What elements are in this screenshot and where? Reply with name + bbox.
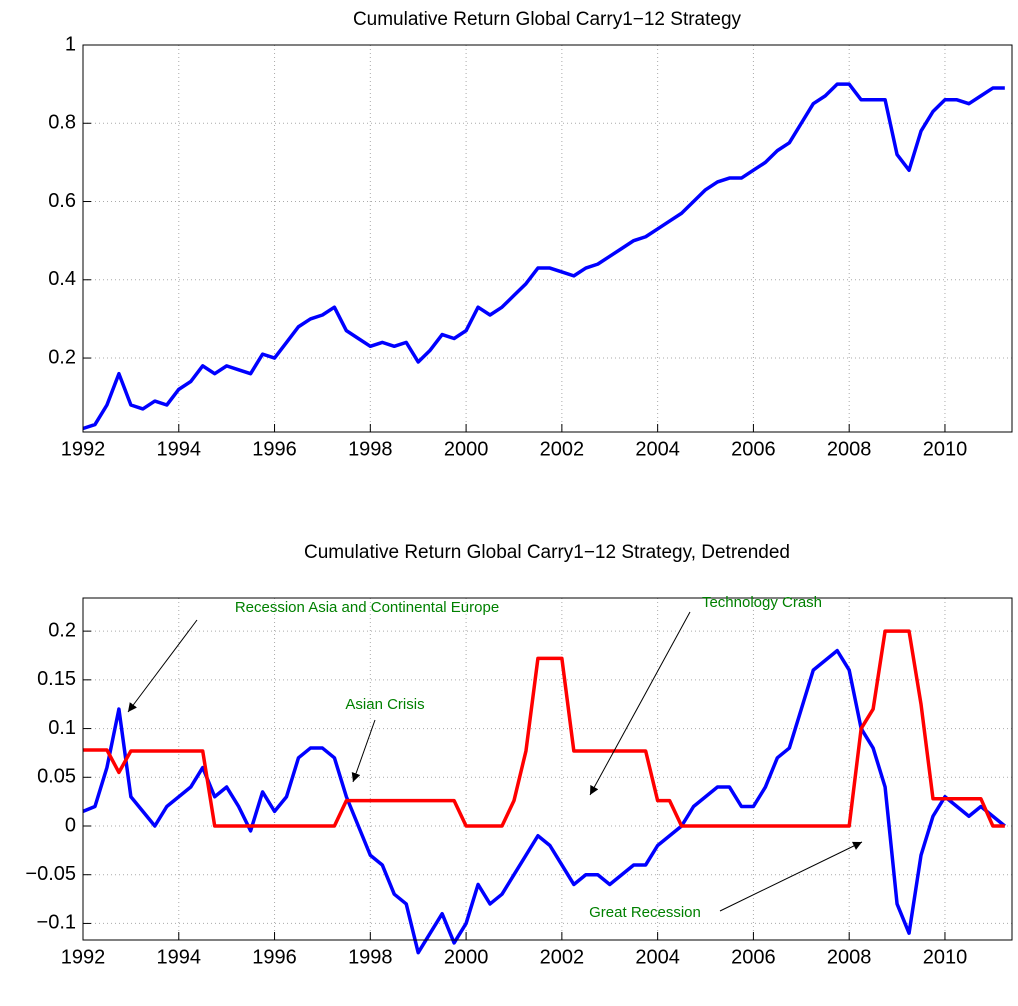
x-tick-label: 1996 bbox=[252, 946, 297, 968]
x-tick-label: 2010 bbox=[923, 438, 968, 460]
series-line bbox=[82, 648, 1006, 955]
axes-frame bbox=[82, 44, 1013, 433]
x-tick-label: 2000 bbox=[444, 438, 489, 460]
annotation: Great Recession bbox=[589, 904, 701, 921]
series-line bbox=[82, 82, 1005, 431]
chart-title: Cumulative Return Global Carry1−12 Strat… bbox=[353, 9, 742, 30]
y-tick-label: −0.1 bbox=[37, 912, 76, 934]
x-tick-label: 1994 bbox=[157, 438, 202, 460]
y-tick-label: 0.2 bbox=[48, 619, 76, 641]
x-tick-label: 2004 bbox=[635, 946, 680, 968]
plot-area bbox=[83, 45, 1012, 432]
x-tick-label: 2010 bbox=[923, 946, 968, 968]
plot-area bbox=[83, 598, 1012, 940]
y-tick-label: 0.4 bbox=[48, 268, 76, 290]
arrow bbox=[719, 841, 863, 912]
annotation-arrows bbox=[127, 611, 863, 912]
y-tick-label: 1 bbox=[65, 33, 76, 55]
axes-frame bbox=[82, 597, 1013, 941]
x-tick-label: 2006 bbox=[731, 438, 776, 460]
x-tick-label: 2006 bbox=[731, 946, 776, 968]
annotation: Asian Crisis bbox=[345, 696, 424, 713]
x-tick-label: 1992 bbox=[61, 946, 106, 968]
x-tick-label: 2008 bbox=[827, 946, 872, 968]
annotation: Recession Asia and Continental Europe bbox=[235, 599, 499, 616]
x-tick-label: 2000 bbox=[444, 946, 489, 968]
y-tick-label: 0.15 bbox=[37, 668, 76, 690]
chart-title: Cumulative Return Global Carry1−12 Strat… bbox=[304, 542, 790, 563]
arrow bbox=[589, 611, 691, 796]
x-tick-label: 2004 bbox=[635, 438, 680, 460]
x-tick-label: 1998 bbox=[348, 438, 393, 460]
annotation: Technology Crash bbox=[702, 594, 822, 611]
x-tick-label: 1996 bbox=[252, 438, 297, 460]
series-line bbox=[83, 629, 1005, 828]
x-tick-label: 1992 bbox=[61, 438, 106, 460]
arrow bbox=[351, 719, 376, 783]
y-tick-label: 0.05 bbox=[37, 766, 76, 788]
y-tick-label: 0.6 bbox=[48, 190, 76, 212]
arrow bbox=[127, 619, 198, 713]
y-tick-label: 0.2 bbox=[48, 346, 76, 368]
x-tick-label: 1998 bbox=[348, 946, 393, 968]
x-tick-label: 1994 bbox=[157, 946, 202, 968]
y-tick-label: −0.05 bbox=[25, 863, 76, 885]
x-tick-label: 2008 bbox=[827, 438, 872, 460]
y-tick-label: 0 bbox=[65, 814, 76, 836]
y-tick-label: 0.1 bbox=[48, 717, 76, 739]
x-tick-label: 2002 bbox=[540, 438, 585, 460]
y-tick-label: 0.8 bbox=[48, 112, 76, 134]
x-tick-label: 2002 bbox=[540, 946, 585, 968]
